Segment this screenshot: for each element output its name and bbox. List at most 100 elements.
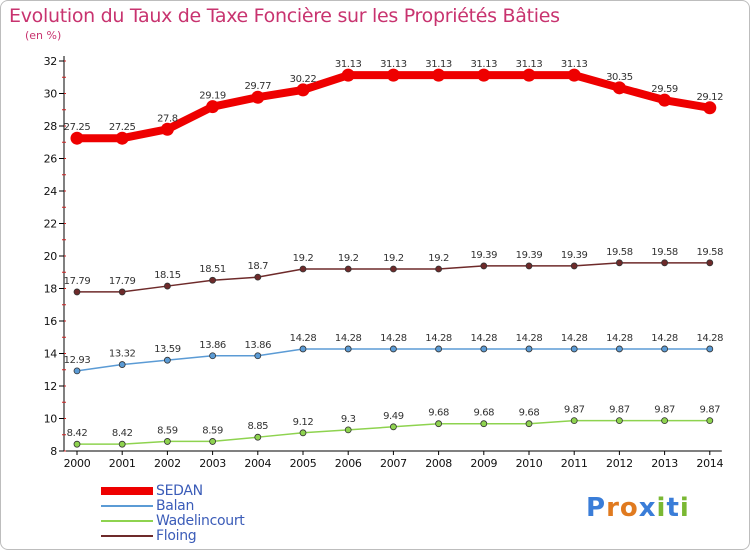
- data-point-floing: [525, 262, 533, 270]
- data-label-wadelincourt: 8.42: [112, 428, 133, 439]
- logo-letter: r: [606, 493, 620, 523]
- x-tick-label: 2005: [290, 457, 317, 470]
- data-point-balan: [299, 345, 307, 353]
- x-tick-label: 2011: [561, 457, 588, 470]
- data-point-floing: [344, 265, 352, 273]
- x-tick-label: 2002: [154, 457, 181, 470]
- data-label-floing: 19.2: [338, 253, 359, 264]
- data-label-balan: 14.28: [290, 333, 317, 344]
- x-tick-label: 2007: [380, 457, 407, 470]
- data-label-sedan: 30.22: [290, 74, 317, 85]
- data-point-sedan: [386, 68, 400, 82]
- data-label-wadelincourt: 9.68: [428, 408, 449, 419]
- data-label-sedan: 29.77: [244, 81, 271, 92]
- y-tick-label: 24: [44, 185, 58, 198]
- data-point-wadelincourt: [525, 420, 533, 428]
- data-label-floing: 18.15: [154, 270, 181, 281]
- x-tick-label: 2004: [244, 457, 271, 470]
- data-label-balan: 13.86: [199, 340, 226, 351]
- y-tick-label: 30: [44, 88, 58, 101]
- data-label-floing: 19.2: [428, 253, 449, 264]
- proxiti-logo: Proxiti: [586, 493, 690, 523]
- data-label-floing: 19.39: [516, 250, 543, 261]
- data-point-wadelincourt: [299, 429, 307, 437]
- data-point-wadelincourt: [254, 433, 262, 441]
- x-tick-label: 2006: [335, 457, 362, 470]
- data-label-sedan: 29.19: [199, 91, 226, 102]
- data-label-balan: 14.28: [696, 333, 723, 344]
- data-point-sedan: [703, 101, 717, 115]
- data-point-floing: [73, 288, 81, 296]
- data-point-sedan: [612, 81, 626, 95]
- data-point-wadelincourt: [480, 420, 488, 428]
- data-point-wadelincourt: [163, 438, 171, 445]
- chart-title: Evolution du Taux de Taxe Foncière sur l…: [9, 5, 560, 27]
- data-point-balan: [389, 345, 397, 353]
- y-tick-label: 12: [44, 380, 57, 393]
- x-tick-label: 2009: [470, 457, 497, 470]
- data-label-balan: 14.28: [380, 333, 407, 344]
- data-point-balan: [706, 345, 714, 353]
- data-point-balan: [254, 352, 262, 360]
- data-label-wadelincourt: 8.59: [202, 425, 223, 436]
- data-point-wadelincourt: [344, 426, 352, 434]
- data-point-wadelincourt: [73, 440, 81, 448]
- data-point-sedan: [296, 83, 310, 97]
- data-label-sedan: 31.13: [335, 59, 362, 70]
- data-point-sedan: [251, 90, 265, 104]
- data-point-wadelincourt: [570, 417, 578, 425]
- data-point-sedan: [522, 68, 536, 82]
- data-label-wadelincourt: 9.12: [293, 417, 314, 428]
- series-sedan: 27.25 27.25 27.8 29.19 29.77 30.22 31.13 31.13 3…: [64, 59, 724, 145]
- data-label-floing: 19.39: [470, 250, 497, 261]
- data-label-floing: 19.58: [696, 247, 723, 258]
- data-point-sedan: [477, 68, 491, 82]
- data-point-balan: [118, 361, 126, 368]
- data-label-wadelincourt: 8.59: [157, 425, 178, 436]
- data-point-floing: [163, 282, 171, 290]
- data-point-balan: [73, 367, 81, 375]
- data-point-sedan: [160, 122, 174, 136]
- series-floing: 17.79 17.79 18.15 18.51 18.7 19.2 19.2 19.2 19.2…: [64, 247, 724, 296]
- data-label-floing: 19.58: [651, 247, 678, 258]
- data-label-sedan: 31.13: [425, 59, 452, 70]
- x-tick-label: 2000: [64, 457, 91, 470]
- data-label-balan: 13.86: [244, 340, 271, 351]
- series-group: 8.42 8.42 8.59 8.59 8.85 9.12 9.3 9.49 9.68 9.68 9…: [64, 59, 724, 448]
- legend-label: Wadelincourt: [156, 513, 245, 529]
- data-point-balan: [661, 345, 668, 353]
- data-point-sedan: [432, 68, 446, 82]
- x-tick-label: 2013: [651, 457, 678, 470]
- legend-swatch: [101, 535, 153, 537]
- data-point-floing: [209, 276, 217, 284]
- data-point-wadelincourt: [118, 440, 126, 448]
- data-label-wadelincourt: 9.87: [564, 405, 585, 416]
- logo-letter: i: [656, 493, 667, 523]
- data-label-floing: 18.51: [199, 264, 226, 275]
- data-label-wadelincourt: 9.68: [473, 408, 494, 419]
- data-label-sedan: 31.13: [561, 59, 588, 70]
- data-point-wadelincourt: [389, 423, 397, 431]
- y-tick-label: 16: [44, 315, 58, 328]
- data-point-wadelincourt: [661, 417, 668, 425]
- legend-swatch: [101, 505, 153, 507]
- data-label-sedan: 27.25: [109, 122, 136, 133]
- legend-swatch: [101, 520, 153, 522]
- data-label-wadelincourt: 9.49: [383, 411, 404, 422]
- data-point-floing: [254, 273, 262, 281]
- data-label-wadelincourt: 9.87: [654, 405, 675, 416]
- data-label-wadelincourt: 9.87: [609, 405, 630, 416]
- x-tick-label: 2003: [199, 457, 226, 470]
- series-balan: 12.93 13.32 13.59 13.86 13.86 14.28 14.28 14.28…: [64, 333, 724, 375]
- data-point-floing: [118, 288, 126, 296]
- data-point-balan: [525, 345, 533, 353]
- data-point-sedan: [658, 93, 672, 107]
- y-tick-label: 14: [44, 348, 58, 361]
- data-label-balan: 14.28: [561, 333, 588, 344]
- y-tick-label: 8: [50, 445, 57, 458]
- data-point-wadelincourt: [435, 420, 443, 428]
- data-point-balan: [344, 345, 352, 353]
- data-label-balan: 14.28: [516, 333, 543, 344]
- data-label-wadelincourt: 8.85: [247, 421, 268, 432]
